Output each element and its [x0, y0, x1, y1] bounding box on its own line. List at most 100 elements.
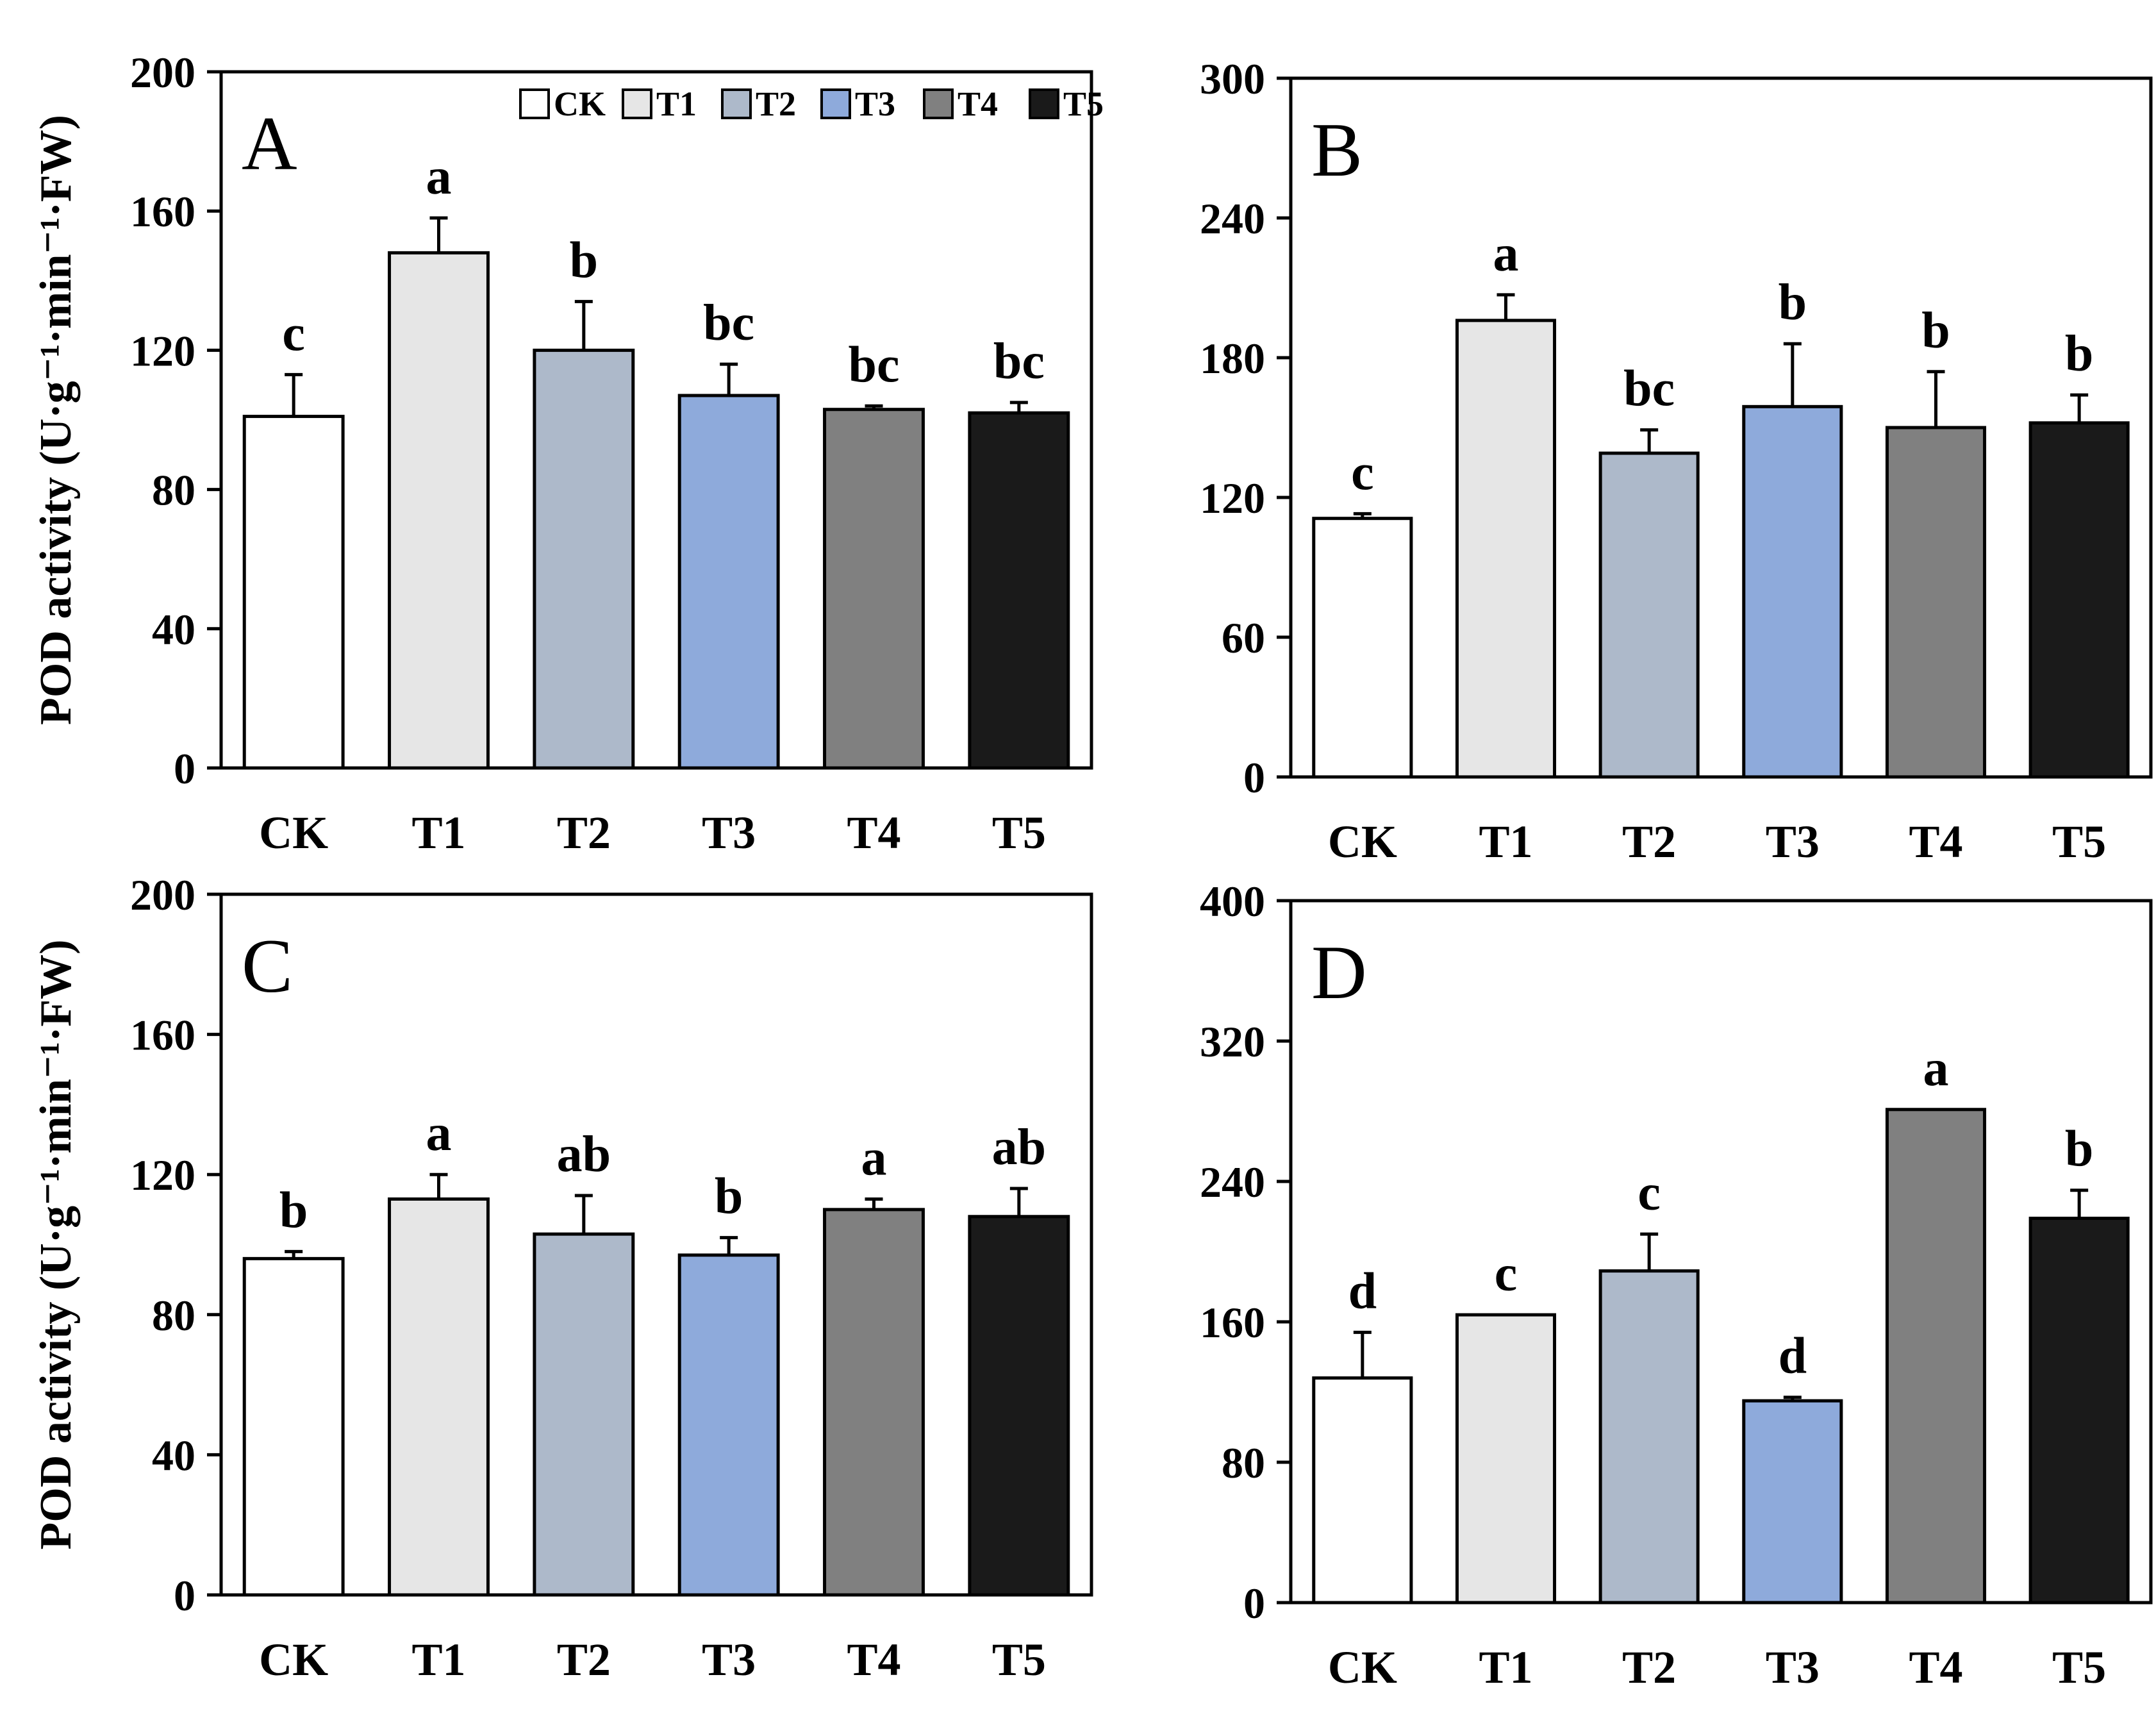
bar-t4 [823, 1208, 925, 1597]
significance-label: a [1493, 226, 1519, 282]
y-tick-label: 0 [174, 744, 195, 793]
panel-d: 0 80 160 240 320 400 d CK c T1 c T2 d T3 a T4 b T5 D [1200, 877, 2153, 1693]
legend-swatch-t4 [923, 88, 954, 119]
legend-label: T1 [656, 85, 697, 123]
bar-t2 [1598, 451, 1700, 779]
panel-letter: D [1311, 930, 1367, 1015]
bar-t2 [533, 1232, 635, 1597]
bar-t1 [1455, 319, 1557, 779]
x-tick-label: T1 [1479, 1642, 1532, 1693]
plot-frame [219, 70, 1093, 770]
x-tick-label: T4 [847, 807, 900, 858]
significance-label: d [1348, 1263, 1377, 1319]
y-tick-label: 80 [1222, 1439, 1265, 1487]
plot-frame [219, 892, 1093, 1597]
bar-t3 [677, 394, 780, 770]
significance-label: c [1638, 1165, 1661, 1221]
panel-letter: C [242, 923, 293, 1008]
bar-t2 [533, 348, 635, 770]
bar-ck [1312, 517, 1413, 779]
significance-label: b [570, 232, 599, 288]
x-tick-label: T2 [557, 807, 611, 858]
y-tick-label: 400 [1200, 877, 1265, 926]
bar-t1 [1455, 1313, 1557, 1605]
legend: CK T1 T2 T3 T4 T5 [519, 85, 1104, 123]
x-tick-label: T1 [411, 807, 465, 858]
bar-ck [242, 415, 345, 770]
legend-swatch-t2 [721, 88, 752, 119]
panel-b: 0 60 120 180 240 300 c CK a T1 bc T2 b T3 b T4 b T5 B [1200, 54, 2153, 867]
bar-t4 [1885, 426, 1987, 779]
x-tick-label: T4 [847, 1634, 900, 1685]
significance-label: bc [1623, 361, 1675, 417]
y-tick-label: 240 [1200, 194, 1265, 243]
bar-t5 [2028, 1216, 2130, 1605]
y-tick-label: 120 [130, 326, 195, 375]
x-tick-label: CK [1328, 816, 1397, 867]
bar-t3 [677, 1253, 780, 1597]
significance-label: a [426, 149, 452, 205]
significance-label: a [426, 1105, 452, 1162]
y-tick-label: 80 [152, 466, 195, 515]
y-tick-label: 40 [152, 1431, 195, 1480]
significance-label: ab [992, 1119, 1047, 1176]
x-tick-label: T1 [1479, 816, 1532, 867]
panel-c: 0 40 80 120 160 200 b CK a T1 ab T2 b T3 a T4 ab T5 C POD a… [31, 871, 1093, 1685]
significance-label: bc [849, 337, 900, 393]
y-tick-label: 240 [1200, 1158, 1265, 1206]
y-tick-label: 120 [1200, 474, 1265, 522]
legend-label: T3 [855, 85, 895, 123]
y-tick-label: 0 [174, 1571, 195, 1620]
legend-label: T5 [1063, 85, 1104, 123]
legend-label: CK [554, 85, 606, 123]
significance-label: b [1779, 274, 1807, 331]
plot-frame [1289, 899, 2153, 1605]
x-tick-label: T5 [2052, 816, 2106, 867]
significance-label: a [1923, 1040, 1949, 1097]
y-tick-label: 300 [1200, 54, 1265, 103]
legend-swatch-t3 [820, 88, 851, 119]
x-tick-label: T4 [1909, 816, 1962, 867]
x-tick-label: T3 [1766, 1642, 1820, 1693]
significance-label: a [861, 1130, 887, 1186]
y-tick-label: 160 [130, 187, 195, 236]
x-tick-label: T3 [702, 807, 756, 858]
significance-label: b [279, 1182, 308, 1238]
significance-label: ab [557, 1126, 611, 1183]
y-tick-label: 180 [1200, 334, 1265, 383]
significance-label: bc [703, 295, 754, 351]
x-tick-label: T4 [1909, 1642, 1962, 1693]
significance-label: c [1495, 1246, 1518, 1302]
bar-ck [1312, 1376, 1413, 1605]
bar-t4 [1885, 1108, 1987, 1605]
significance-label: c [1351, 444, 1374, 501]
bar-t3 [1742, 1399, 1843, 1605]
panel-letter: B [1311, 107, 1363, 192]
legend-swatch-t1 [622, 88, 652, 119]
x-tick-label: T1 [411, 1634, 465, 1685]
legend-label: T4 [958, 85, 998, 123]
significance-label: b [2065, 326, 2094, 382]
y-tick-label: 200 [130, 48, 195, 97]
x-tick-label: T3 [1766, 816, 1820, 867]
significance-label: c [282, 305, 305, 362]
y-tick-label: 160 [130, 1011, 195, 1060]
y-tick-label: 80 [152, 1291, 195, 1340]
bar-t1 [388, 251, 490, 770]
x-tick-label: T2 [1622, 1642, 1676, 1693]
bar-t3 [1742, 404, 1843, 779]
legend-label: T2 [756, 85, 796, 123]
panel-a: 0 40 80 120 160 200 c CK a T1 b T2 bc T3 bc T4 bc T5 A POD … [31, 48, 1093, 858]
x-tick-label: CK [1328, 1642, 1397, 1693]
bar-t5 [2028, 421, 2130, 779]
x-tick-label: CK [259, 1634, 328, 1685]
plot-frame [1289, 76, 2153, 779]
legend-swatch-ck [519, 88, 550, 119]
x-tick-label: T5 [992, 1634, 1046, 1685]
significance-label: b [1921, 303, 1950, 359]
x-tick-label: T5 [2052, 1642, 2106, 1693]
y-tick-label: 320 [1200, 1017, 1265, 1066]
significance-label: bc [993, 333, 1045, 390]
significance-label: b [715, 1169, 743, 1225]
